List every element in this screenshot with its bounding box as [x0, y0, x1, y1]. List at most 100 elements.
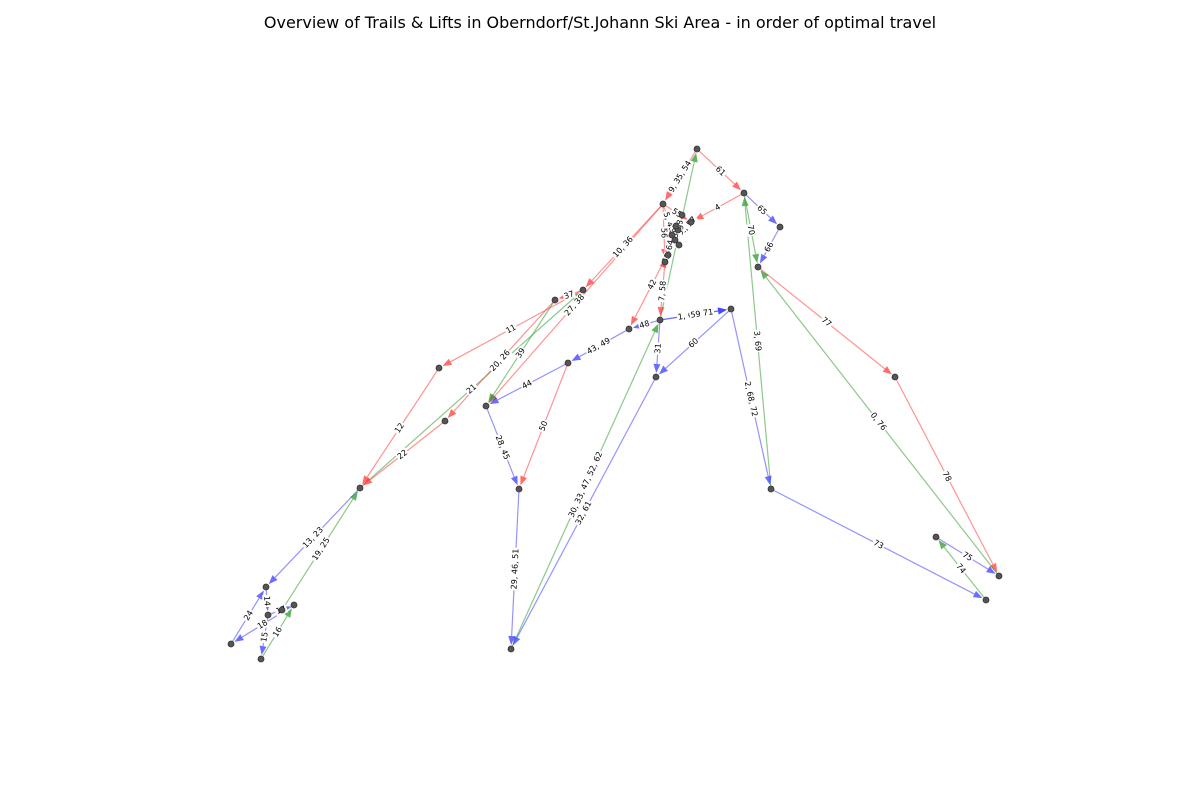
edge-label-background	[241, 607, 256, 624]
graph-node	[767, 485, 775, 493]
edges-layer	[232, 150, 998, 657]
edge-label-group: 20, 26	[487, 347, 513, 374]
edge-arrowhead	[362, 475, 371, 485]
edge-label: 11	[504, 323, 517, 336]
edge-label: 2, 68, 72	[743, 381, 760, 418]
edge-arrowhead	[989, 562, 998, 573]
edge-label: 10, 36	[611, 235, 635, 260]
edge-arrowhead	[256, 590, 264, 600]
edge-label-background	[254, 617, 271, 632]
edge-label-background	[573, 498, 594, 528]
edge-arrowhead	[665, 191, 673, 201]
edge-label-background	[513, 345, 528, 361]
edge-arrowhead	[512, 635, 521, 646]
edge-label-group: 7, 58	[657, 279, 668, 303]
edge-label-background	[509, 547, 521, 591]
edge-label: 66	[763, 240, 776, 253]
edge-label-group: 39	[513, 345, 528, 361]
edge-label: 56	[659, 228, 668, 238]
edge-label: 42	[646, 278, 659, 291]
edge-label-background	[487, 347, 513, 374]
edge-label: 38	[671, 228, 681, 239]
edge-label: 39	[514, 346, 527, 359]
edge-label-group: 31	[653, 342, 663, 355]
edge-label-group: 50	[537, 418, 550, 434]
edge-label-group: 24	[241, 607, 256, 624]
graph-node	[664, 251, 672, 259]
edge-label: 31	[653, 343, 663, 354]
edge-label-background	[688, 309, 703, 320]
edge-label: 37	[563, 289, 576, 301]
edge-arrowhead	[972, 590, 983, 599]
edge-arrowhead	[938, 540, 947, 550]
edge-label-background	[300, 524, 326, 551]
edge-label-background	[659, 226, 669, 240]
edge-label-group: 74	[953, 560, 969, 577]
edge-arrowhead	[732, 181, 742, 191]
edge-label-background	[762, 239, 776, 255]
edge-label-group: 29, 46, 51	[509, 547, 521, 591]
edge-label-group: 73	[871, 537, 886, 552]
graph-node	[435, 364, 443, 372]
edge-label-background	[519, 377, 535, 392]
edge-label-group: 78	[940, 469, 954, 484]
edge-arrowhead	[760, 270, 769, 280]
edge-label-background	[270, 624, 285, 640]
graph-node	[675, 241, 683, 249]
edge-label-background	[818, 314, 835, 330]
edge-label-background	[871, 537, 886, 552]
edge-label-group: 3, 69	[752, 329, 763, 353]
graph-node	[356, 484, 364, 492]
graph-node	[551, 296, 559, 304]
edge-label: 59	[690, 309, 701, 319]
edge-arrowhead	[653, 363, 661, 374]
graph-node	[678, 211, 686, 219]
edge-label: 24	[242, 609, 255, 622]
graph-node	[441, 417, 449, 425]
edge-arrowhead	[234, 634, 244, 642]
edge-arrowhead	[759, 253, 768, 264]
edge-label: 43, 49	[585, 336, 612, 356]
graph-node	[727, 305, 735, 313]
edge-label-background	[752, 329, 763, 353]
edge-arrowhead	[690, 152, 698, 163]
edge-label-background	[940, 469, 954, 484]
edge-label-background	[392, 420, 407, 436]
edge-arrowhead	[284, 608, 292, 618]
graph-node	[672, 222, 680, 230]
edge-label-group: 4	[712, 201, 723, 214]
edge-label-background	[562, 291, 587, 319]
edge-arrowhead	[585, 278, 595, 288]
edge-label: 7, 58	[657, 280, 668, 301]
edge-label-background	[259, 630, 270, 644]
edge-label-background	[959, 549, 976, 564]
graph-node	[579, 286, 587, 294]
edge-label-group: 12	[392, 420, 407, 436]
edge-arrowhead	[882, 366, 892, 375]
graph-node	[982, 596, 990, 604]
edge-label-group: 16	[270, 624, 285, 640]
edge-label-background	[868, 409, 889, 434]
graph-node	[776, 223, 784, 231]
graph-node	[227, 640, 235, 648]
edge-label: 29, 46, 51	[509, 548, 520, 589]
edge-label: 75	[961, 550, 974, 563]
edge-arrowhead	[986, 566, 996, 574]
edge-label-background	[745, 223, 757, 237]
edge-label: 20, 26	[488, 348, 512, 373]
graph-node	[257, 655, 265, 663]
edge-arrowhead	[768, 215, 778, 225]
edge-label-group: 2, 68, 72	[742, 379, 760, 419]
graph-node	[290, 601, 298, 609]
edge-label: 48	[638, 319, 650, 330]
edge-arrowhead	[508, 635, 516, 646]
graph-node	[659, 200, 667, 208]
graph-node	[262, 583, 270, 591]
edge-label: 8	[675, 219, 685, 226]
edge-label-background	[561, 288, 577, 302]
graph-node	[687, 218, 695, 226]
nodes-layer	[227, 145, 1003, 663]
edge-label: 14	[262, 596, 272, 607]
edge-label-background	[394, 447, 411, 462]
